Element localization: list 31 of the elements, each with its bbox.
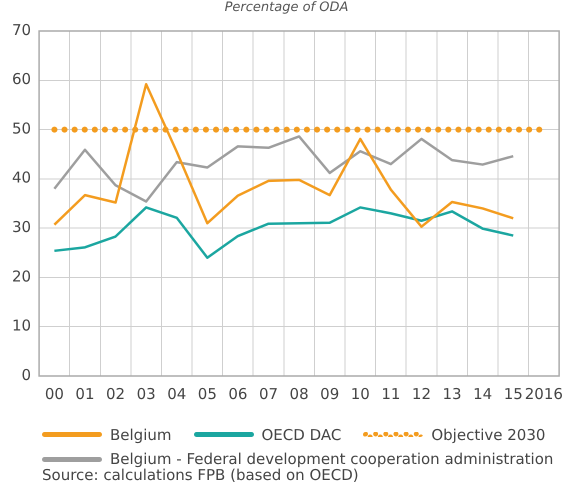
x-tick-label: 2016 [524,384,563,403]
y-tick-label: 60 [12,70,32,88]
y-tick-label: 40 [12,168,32,187]
y-tick-label: 0 [22,366,32,384]
x-tick-label: 08 [290,384,309,403]
y-tick-label: 30 [12,218,32,236]
y-tick-label: 20 [12,267,32,286]
x-tick-label: 09 [320,384,340,403]
x-tick-label: 00 [44,384,64,403]
x-tick-label: 03 [136,384,156,403]
legend-label: Belgium - Federal development cooperation administration [110,449,554,468]
x-tick-label: 11 [381,384,400,403]
x-tick-label: 12 [412,384,432,403]
legend-label: Objective 2030 [431,424,546,446]
y-tick-label: 50 [12,119,32,138]
x-tick-label: 14 [473,384,492,403]
x-tick-label: 04 [167,384,186,403]
source-note: Source: calculations FPB (based on OECD) [42,466,359,484]
legend-label: Belgium [110,424,172,446]
x-tick-label: 15 [504,384,523,403]
x-tick-label: 06 [228,384,248,403]
x-tick-label: 13 [442,384,462,403]
y-tick-label: 10 [12,316,32,335]
y-tick-label: 70 [12,20,32,39]
x-tick-label: 05 [198,384,217,403]
x-tick-label: 10 [350,384,370,403]
x-tick-label: 02 [106,384,126,403]
legend-label: OECD DAC [262,424,342,446]
chart-subtitle: Percentage of ODA [224,0,350,16]
x-tick-label: 07 [258,384,278,403]
x-tick-label: 01 [75,384,95,403]
